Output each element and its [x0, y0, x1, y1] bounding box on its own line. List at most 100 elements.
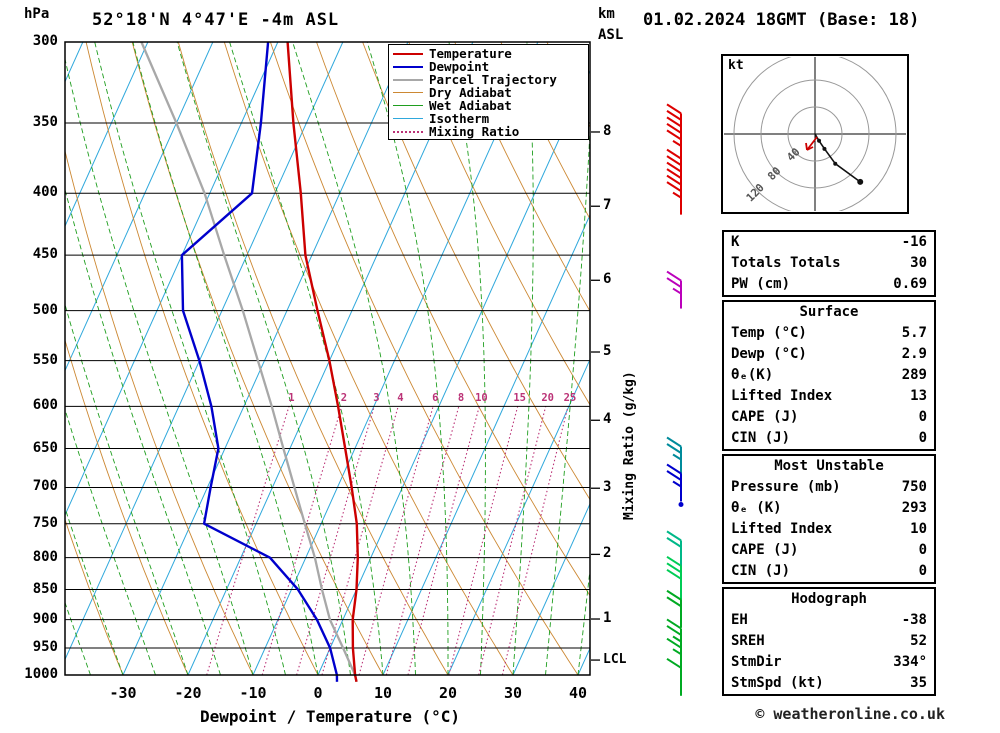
chart-legend: Temperature Dewpoint Parcel Trajectory Dry … — [388, 44, 589, 140]
stat-row: θₑ(K) 289 — [724, 365, 934, 386]
temperature-tick-label: 0 — [313, 684, 323, 702]
km-tick-label: 5 — [603, 343, 612, 359]
stats-table: K -16 Totals Totals 30 PW (cm) 0.69 — [722, 230, 936, 297]
stat-row: EH -38 — [724, 610, 934, 631]
copyright-link[interactable]: © weatheronline.co.uk — [755, 705, 945, 723]
wind-barb — [666, 103, 682, 163]
legend-label: Parcel Trajectory — [429, 72, 557, 87]
legend-line-sample — [393, 78, 423, 81]
stat-row: Dewp (°C) 2.9 — [724, 344, 934, 365]
hodograph-trace-point — [822, 146, 827, 151]
stat-row: Totals Totals 30 — [724, 253, 934, 274]
mixing-ratio-axis-label: Mixing Ratio (g/kg) — [622, 371, 637, 520]
mixing-ratio-value: 25 — [564, 392, 577, 404]
stat-value: 2.9 — [901, 346, 927, 362]
stat-value: 0 — [918, 409, 927, 425]
stat-row: θₑ (K) 293 — [724, 498, 934, 519]
stat-value: 0 — [918, 563, 927, 579]
stat-value: 30 — [910, 255, 927, 271]
stat-value: -38 — [901, 612, 927, 628]
stat-value: 52 — [910, 633, 927, 649]
temperature-tick-label: -30 — [109, 684, 137, 702]
stat-label: CIN (J) — [731, 563, 791, 579]
legend-label: Dewpoint — [429, 59, 490, 74]
legend-item: Dewpoint — [393, 59, 588, 74]
stat-value: 10 — [910, 521, 927, 537]
pressure-tick-label: 400 — [32, 184, 58, 201]
mixing-ratio-value: 10 — [475, 392, 488, 404]
stat-row: CIN (J) 0 — [724, 561, 934, 582]
mixing-ratio-labels: 1 2 3 4 6 8 10 15 20 25 — [288, 392, 576, 404]
legend-item: Mixing Ratio — [393, 124, 588, 139]
hodograph-storm-barb — [805, 136, 818, 151]
wind-barb — [666, 463, 684, 507]
stat-row: Temp (°C) 5.7 — [724, 323, 934, 344]
stats-panel: K -16 Totals Totals 30 PW (cm) 0.69 Surface Tem… — [722, 230, 936, 699]
stat-row: Lifted Index 10 — [724, 519, 934, 540]
stats-table: Surface Temp (°C) 5.7 Dewp (°C) 2.9 θₑ(K) 289 L… — [722, 300, 936, 451]
stat-label: PW (cm) — [731, 276, 791, 292]
legend-label: Isotherm — [429, 111, 490, 126]
stat-row: K -16 — [724, 232, 934, 253]
x-axis-label: Dewpoint / Temperature (°C) — [199, 707, 461, 726]
pressure-tick-label: 550 — [32, 351, 58, 368]
temperature-tick-label: 30 — [503, 684, 523, 702]
legend-line-sample — [393, 65, 423, 68]
stat-label: Totals Totals — [731, 255, 841, 271]
stat-label: Temp (°C) — [731, 325, 807, 341]
stat-label: EH — [731, 612, 748, 628]
legend-label: Dry Adiabat — [429, 85, 512, 100]
legend-item: Dry Adiabat — [393, 85, 588, 100]
parcel-trajectory-curve — [140, 41, 358, 683]
km-tick-label: 3 — [603, 479, 612, 496]
wind-barb — [666, 436, 682, 475]
pressure-tick-label: 300 — [32, 33, 58, 49]
stat-label: CIN (J) — [731, 430, 791, 446]
stat-value: -16 — [901, 234, 927, 250]
stat-value: 35 — [910, 675, 927, 691]
wind-barb — [666, 148, 682, 215]
temperature-tick-label: 40 — [568, 684, 588, 702]
stat-label: SREH — [731, 633, 765, 649]
stat-value: 5.7 — [901, 325, 927, 341]
mixing-ratio-value: 1 — [288, 392, 294, 404]
stat-row: StmSpd (kt) 35 — [724, 673, 934, 694]
wind-barb — [666, 657, 682, 696]
pressure-tick-label: 500 — [32, 301, 58, 318]
stat-label: Pressure (mb) — [731, 479, 841, 495]
pressure-tick-label: 900 — [32, 610, 58, 627]
temperature-tick-label: 10 — [373, 684, 393, 702]
dewpoint-curve — [180, 41, 339, 682]
mixing-ratio-value: 8 — [458, 392, 464, 404]
stat-value: 0 — [918, 430, 927, 446]
stat-value: 0.69 — [893, 276, 927, 292]
stat-value: 13 — [910, 388, 927, 404]
stat-row: CIN (J) 0 — [724, 428, 934, 449]
stat-row: SREH 52 — [724, 631, 934, 652]
stat-label: CAPE (J) — [731, 542, 799, 558]
stat-row: CAPE (J) 0 — [724, 407, 934, 428]
stat-label: Dewp (°C) — [731, 346, 807, 362]
stat-label: StmDir — [731, 654, 782, 670]
stats-table-title: Hodograph — [791, 591, 867, 607]
hodograph-trace-point — [857, 178, 864, 185]
wind-barb — [666, 589, 682, 628]
legend-line-sample — [393, 118, 423, 119]
stat-row: CAPE (J) 0 — [724, 540, 934, 561]
legend-item: Temperature — [393, 46, 588, 61]
pressure-tick-label: 850 — [32, 580, 58, 597]
stats-table: Hodograph EH -38 SREH 52 StmDir 334° StmSpd (kt… — [722, 587, 936, 696]
mixing-ratio-value: 15 — [513, 392, 526, 404]
km-tick-marks — [591, 131, 600, 661]
stat-row: PW (cm) 0.69 — [724, 274, 934, 295]
legend-line-sample — [393, 105, 423, 106]
km-tick-label: 1 — [603, 610, 612, 627]
stat-label: θₑ(K) — [731, 367, 774, 383]
stat-label: StmSpd (kt) — [731, 675, 824, 691]
mixing-ratio-value: 20 — [541, 392, 554, 404]
stat-row: Pressure (mb) 750 — [724, 477, 934, 498]
km-tick-label: 8 — [603, 122, 612, 139]
pressure-tick-label: 750 — [32, 514, 58, 531]
temperature-tick-label: -20 — [174, 684, 202, 702]
